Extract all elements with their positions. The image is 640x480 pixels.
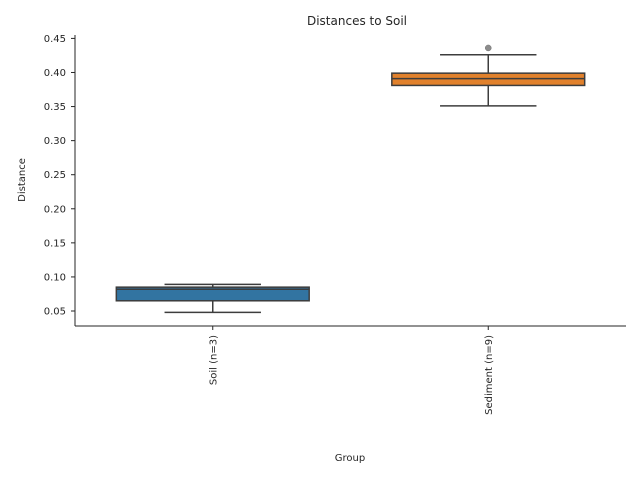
- y-axis-ticks: 0.05 0.10 0.15 0.20 0.25 0.30 0.35 0.40 0.45: [44, 34, 75, 318]
- box-group: [391, 44, 586, 107]
- x-tick-label: Sediment (n=9): [484, 335, 495, 415]
- y-tick-label: 0.20: [44, 204, 66, 215]
- y-axis-label: Distance: [17, 158, 28, 202]
- box-group: [115, 283, 310, 314]
- x-tick-label: Soil (n=3): [208, 335, 219, 385]
- y-tick-label: 0.30: [44, 136, 66, 147]
- y-tick-label: 0.35: [44, 102, 66, 113]
- y-tick-label: 0.45: [44, 34, 66, 45]
- y-tick-label: 0.05: [44, 307, 66, 318]
- y-tick-label: 0.40: [44, 68, 66, 79]
- x-axis-label: Group: [335, 453, 365, 464]
- x-axis-ticks: Soil (n=3) Sediment (n=9): [208, 326, 495, 415]
- box-iqr: [115, 286, 310, 302]
- y-tick-label: 0.15: [44, 238, 66, 249]
- y-tick-label: 0.10: [44, 272, 66, 283]
- outlier-point: [485, 44, 492, 52]
- chart-title: Distances to Soil: [307, 14, 407, 28]
- y-tick-label: 0.25: [44, 170, 66, 181]
- plot-area: [115, 44, 586, 314]
